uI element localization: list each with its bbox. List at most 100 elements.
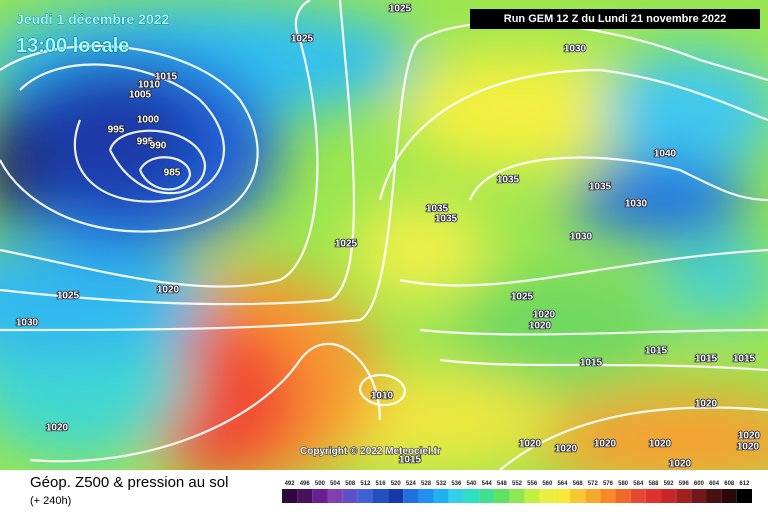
legend-swatch [372, 489, 389, 503]
legend-swatch [463, 489, 480, 503]
isobar-label: 1000 [137, 115, 160, 126]
isobar-label: 1035 [589, 182, 612, 193]
legend-swatch [615, 489, 631, 503]
isobar-label: 1030 [570, 232, 593, 243]
legend-swatch [630, 489, 646, 503]
legend-label: 564 [557, 481, 568, 487]
legend-label: 600 [694, 481, 705, 487]
isobar-label: 1025 [57, 291, 80, 302]
legend-label: 560 [542, 481, 553, 487]
isobar-label: 1010 [138, 80, 161, 91]
isobar-label: 1020 [695, 399, 718, 410]
isobar-label: 1015 [155, 72, 178, 83]
legend-swatch [297, 489, 313, 503]
legend-swatch [721, 489, 737, 503]
isobar-label: 1020 [737, 442, 760, 453]
isobar-label: 1035 [435, 214, 458, 225]
isobar-label: 1020 [594, 439, 617, 450]
legend-label: 568 [573, 481, 584, 487]
copyright: Copyright © 2022 Meteociel.fr [300, 446, 441, 457]
legend-swatch [433, 489, 449, 503]
legend-label: 540 [467, 481, 478, 487]
run-box [470, 9, 760, 29]
legend-swatch [570, 489, 586, 503]
legend-label: 536 [451, 481, 462, 487]
isobar-label: 1030 [16, 318, 39, 329]
isobar-label: 990 [150, 141, 167, 152]
date: Jeudi 1 décembre 2022 [16, 11, 170, 27]
legend-swatch [327, 489, 343, 503]
isobar-label: 1015 [580, 358, 603, 369]
isobar-label: 1020 [555, 444, 578, 455]
legend: 492 496 500 504 508 512 516 520 524 528 532 536 540 5… [282, 481, 752, 503]
legend-label: 604 [709, 481, 720, 487]
isobar-label: 1015 [695, 354, 718, 365]
legend-label: 576 [603, 481, 614, 487]
isobar-label: 1025 [291, 34, 314, 45]
isobar-label: 1035 [497, 175, 520, 186]
legend-swatch [312, 489, 328, 503]
field [0, 0, 768, 470]
legend-swatch [403, 489, 419, 503]
isobar-label: 995 [108, 125, 125, 136]
isobar-label: 1025 [389, 4, 412, 15]
isobar-label: 1020 [533, 310, 556, 321]
legend-swatch [357, 489, 373, 503]
isobar-label: 995 [137, 137, 154, 148]
isobar-label: 1005 [129, 90, 152, 101]
legend-label: 508 [345, 481, 356, 487]
isobar-label: 1020 [46, 423, 69, 434]
run-info: Run GEM 12 Z du Lundi 21 novembre 2022 [504, 13, 727, 25]
isobar-label: 1035 [426, 204, 449, 215]
legend-label: 528 [421, 481, 432, 487]
legend-label: 524 [406, 481, 417, 487]
legend-swatch [585, 489, 601, 503]
legend-label: 496 [300, 481, 311, 487]
time: 13:00 locale [16, 35, 129, 57]
legend-label: 556 [527, 481, 538, 487]
isobar-label: 1010 [371, 391, 394, 402]
legend-swatch [676, 489, 692, 503]
footer-title: Géop. Z500 & pression au sol [30, 474, 228, 491]
legend-label: 504 [330, 481, 341, 487]
legend-label: 608 [724, 481, 735, 487]
legend-label: 588 [648, 481, 659, 487]
legend-swatch [342, 489, 358, 503]
isobar-label: 1020 [738, 431, 761, 442]
legend-swatch [388, 489, 404, 503]
legend-swatch [645, 489, 662, 503]
legend-label: 548 [497, 481, 508, 487]
legend-swatch [691, 489, 707, 503]
isobar-label: 1030 [625, 199, 648, 210]
legend-swatch [448, 489, 464, 503]
legend-swatch [509, 489, 525, 503]
footer-lead: (+ 240h) [30, 495, 71, 507]
legend-label: 592 [664, 481, 675, 487]
isobar-label: 1020 [649, 439, 672, 450]
legend-label: 572 [588, 481, 599, 487]
isobar-label: 985 [164, 168, 181, 179]
legend-swatch [736, 489, 752, 503]
legend-swatch [282, 489, 298, 503]
isobars [0, 0, 768, 470]
legend-label: 500 [315, 481, 326, 487]
legend-swatch [554, 489, 571, 503]
isobar-label: 1030 [564, 44, 587, 55]
isobar-label: 1020 [519, 439, 542, 450]
legend-swatch [524, 489, 540, 503]
legend-swatch [479, 489, 495, 503]
isobar-label: 1020 [669, 459, 692, 470]
legend-swatch [661, 489, 677, 503]
legend-label: 516 [376, 481, 387, 487]
isobar-label: 1040 [654, 149, 677, 160]
isobar-label: 1020 [157, 285, 180, 296]
legend-label: 512 [360, 481, 371, 487]
isobar-label: 1025 [511, 292, 534, 303]
isobar-label: 1015 [399, 455, 422, 466]
legend-label: 544 [482, 481, 493, 487]
isobar-label: 1015 [733, 354, 756, 365]
legend-label: 520 [391, 481, 402, 487]
legend-label: 492 [285, 481, 296, 487]
